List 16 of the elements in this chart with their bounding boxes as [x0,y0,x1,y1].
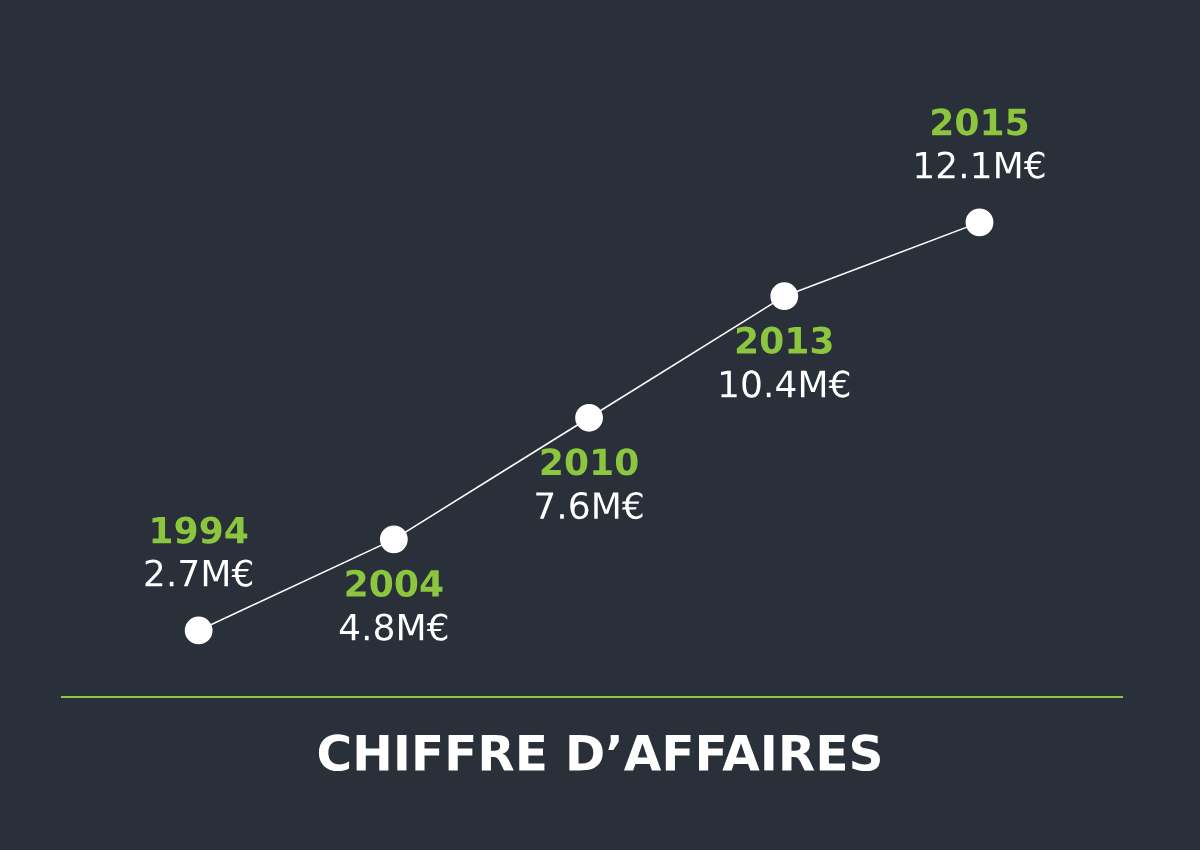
text: CHIFFRE D’AFFAIRES [318,734,880,772]
point [379,525,408,554]
point [770,282,799,311]
data-label: 4.8M€ [339,613,448,641]
point [575,403,603,432]
x-tick-label: 2015 [932,108,1028,136]
data-label: 10.4M€ [720,370,850,398]
x-tick-label: 2010 [541,448,638,476]
x-tick-label: 2004 [346,569,443,598]
data-label: 12.1M€ [916,151,1045,179]
data-label: 7.6M€ [536,491,643,520]
x-tick-label: 1994 [152,516,248,544]
point [184,616,213,645]
x-tick-label: 2013 [736,326,832,354]
point [965,208,994,237]
data-label: 2.7M€ [145,559,253,587]
